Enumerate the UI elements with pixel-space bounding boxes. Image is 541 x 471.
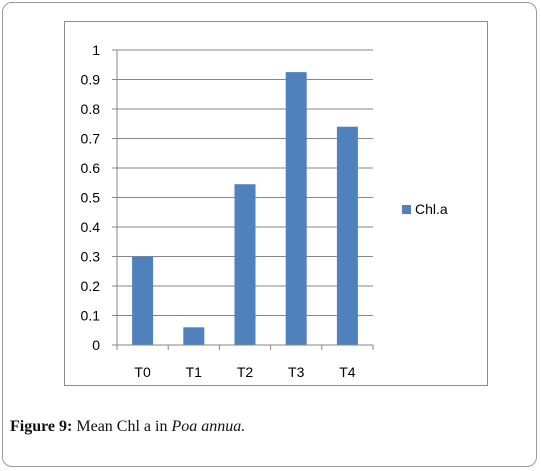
y-tick-label: 0.9 (81, 72, 101, 88)
bar (285, 72, 307, 345)
y-tick-label: 0.4 (81, 219, 101, 235)
x-tick-label: T0 (134, 364, 151, 380)
y-tick-label: 0.8 (81, 101, 101, 117)
x-tick-label: T2 (237, 364, 254, 380)
y-tick-label: 0.5 (81, 190, 101, 206)
x-tick-label: T3 (288, 364, 305, 380)
bar (336, 126, 358, 345)
legend-label: Chl.a (415, 201, 448, 217)
y-tick-label: 0.1 (81, 308, 101, 324)
figure-caption: Figure 9: Mean Chl a in Poa annua. (10, 418, 245, 436)
y-tick-label: 0.3 (81, 249, 101, 265)
bar (183, 327, 205, 345)
y-tick-label: 0 (92, 337, 100, 353)
bar (132, 256, 154, 345)
y-tick-label: 1 (92, 42, 100, 58)
legend-swatch (402, 205, 411, 214)
y-tick-label: 0.6 (81, 160, 101, 176)
y-tick-label: 0.2 (81, 278, 101, 294)
bar (234, 184, 256, 345)
y-tick-label: 0.7 (81, 131, 101, 147)
x-tick-label: T1 (186, 364, 203, 380)
caption-species: Poa annua. (171, 418, 246, 435)
caption-label: Figure 9: (10, 418, 73, 435)
caption-text: Mean Chl a in (76, 418, 168, 435)
x-tick-label: T4 (339, 364, 356, 380)
